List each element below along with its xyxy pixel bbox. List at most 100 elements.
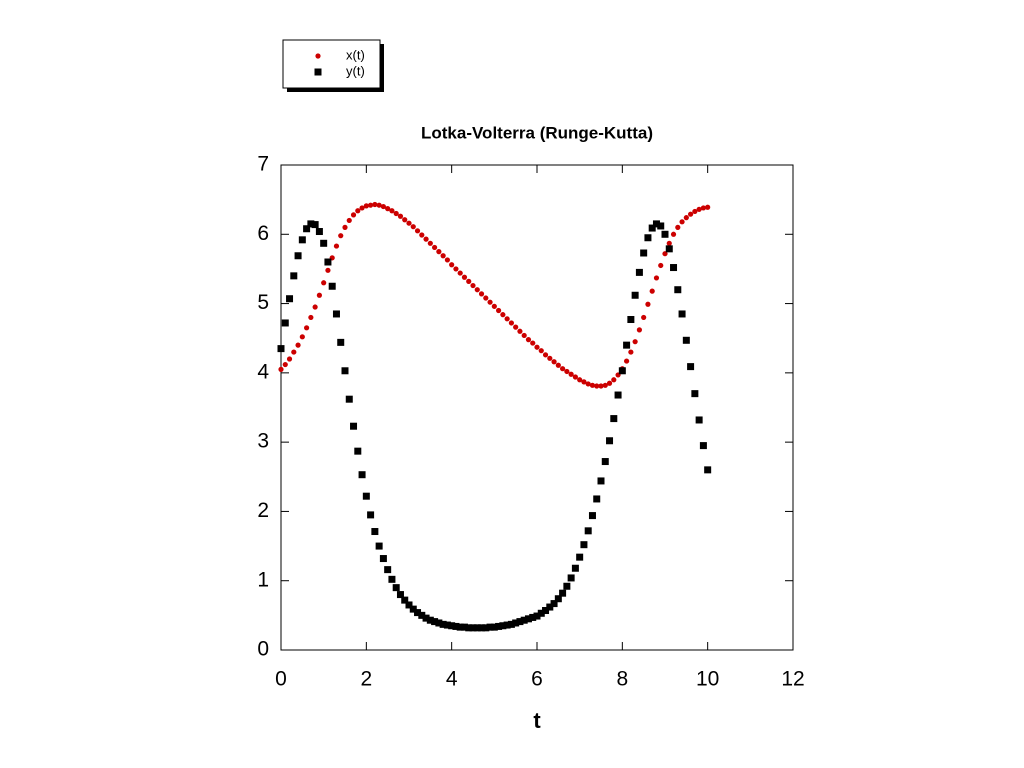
point <box>461 274 468 280</box>
point <box>397 213 404 219</box>
point <box>435 619 443 627</box>
point <box>304 325 310 331</box>
point <box>606 380 613 386</box>
point <box>308 314 314 321</box>
point <box>530 340 536 346</box>
point <box>525 337 532 343</box>
y-tick-label: 7 <box>257 153 269 176</box>
point <box>696 206 702 212</box>
point <box>325 267 331 273</box>
y-tick-label: 6 <box>257 222 269 245</box>
point <box>307 220 315 228</box>
point <box>324 258 332 266</box>
point <box>555 362 561 368</box>
point <box>473 624 481 632</box>
point <box>460 623 468 631</box>
point <box>350 212 357 218</box>
point <box>635 268 643 276</box>
point <box>593 495 601 503</box>
x-tick-label: 10 <box>696 668 719 691</box>
point <box>478 624 486 632</box>
point <box>393 210 399 217</box>
point <box>682 336 690 344</box>
point <box>542 607 550 615</box>
y-tick-label: 4 <box>257 360 269 383</box>
point <box>311 221 319 229</box>
point <box>299 334 305 340</box>
point <box>602 382 608 388</box>
point <box>658 262 664 269</box>
legend-marker <box>314 68 322 76</box>
point <box>520 616 528 624</box>
plot-frame <box>280 164 794 651</box>
point <box>410 224 416 230</box>
point <box>406 220 412 226</box>
point <box>666 240 672 246</box>
point <box>675 224 681 230</box>
y-tick-label: 2 <box>257 499 269 522</box>
point <box>372 201 378 208</box>
point <box>337 338 345 346</box>
point <box>333 243 340 249</box>
point <box>657 222 665 230</box>
point <box>571 564 579 572</box>
point <box>653 275 660 281</box>
point <box>281 319 289 327</box>
point <box>385 206 391 212</box>
point <box>662 251 668 257</box>
point <box>627 316 635 324</box>
point <box>538 348 544 354</box>
point <box>550 600 558 608</box>
point <box>576 553 584 561</box>
point <box>486 623 494 631</box>
point <box>529 613 537 621</box>
point <box>547 355 553 361</box>
point <box>533 612 541 620</box>
point <box>474 287 480 293</box>
x-tick-label: 8 <box>616 668 628 691</box>
point <box>436 249 442 255</box>
point <box>559 589 567 597</box>
point <box>338 233 344 239</box>
point <box>490 623 498 631</box>
point <box>504 316 510 322</box>
point <box>384 566 392 574</box>
point <box>483 295 489 301</box>
point <box>598 383 604 389</box>
y-tick-label: 1 <box>257 568 269 591</box>
point <box>534 344 540 350</box>
point <box>631 291 639 299</box>
legend-marker <box>315 53 321 59</box>
y-tick-label: 3 <box>257 430 269 453</box>
point <box>448 622 456 630</box>
point <box>443 621 451 629</box>
point <box>594 383 600 389</box>
point <box>508 320 514 326</box>
point <box>286 356 293 362</box>
point <box>563 582 571 590</box>
point <box>568 371 574 377</box>
point <box>507 620 515 628</box>
point <box>692 208 698 215</box>
point <box>649 288 655 294</box>
point <box>645 301 651 307</box>
point <box>388 575 396 583</box>
point <box>376 202 382 208</box>
point <box>611 377 617 383</box>
point <box>491 303 497 309</box>
point <box>624 358 630 364</box>
point <box>580 541 588 549</box>
point <box>683 215 689 221</box>
point <box>439 620 447 628</box>
point <box>636 327 643 333</box>
point <box>291 349 297 355</box>
point <box>521 332 527 339</box>
point <box>588 512 596 520</box>
point <box>577 377 583 383</box>
x-tick-label: 2 <box>360 668 372 691</box>
legend-label: y(t) <box>346 63 365 78</box>
point <box>537 609 545 617</box>
point <box>423 236 429 242</box>
point <box>355 208 361 214</box>
point <box>359 205 365 211</box>
